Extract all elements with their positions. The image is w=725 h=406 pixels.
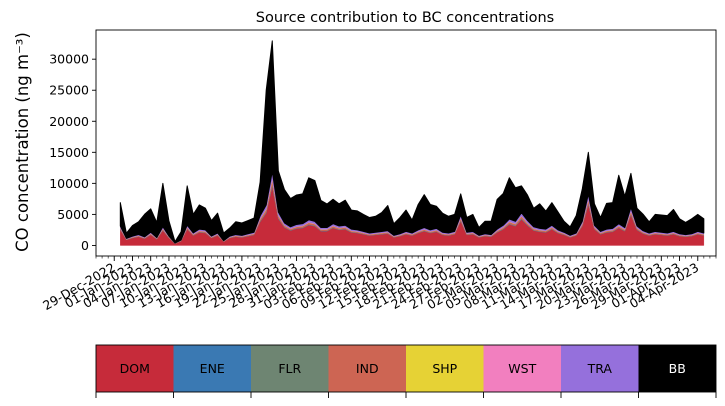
legend-swatch-ene xyxy=(173,345,251,392)
legend-label-tra: TRA xyxy=(587,361,613,376)
legend-label-wst: WST xyxy=(508,361,536,376)
y-tick-label: 25000 xyxy=(49,83,89,98)
legend-label-ind: IND xyxy=(356,361,379,376)
y-axis-label: CO concentration (ng m⁻³) xyxy=(13,32,32,252)
y-tick-label: 20000 xyxy=(49,114,89,129)
y-tick-label: 15000 xyxy=(49,145,89,160)
area-bb xyxy=(119,40,705,244)
legend-label-shp: SHP xyxy=(432,361,457,376)
legend-label-dom: DOM xyxy=(120,361,150,376)
legend-swatch-ind xyxy=(328,345,406,392)
legend-swatch-tra xyxy=(561,345,639,392)
legend-swatch-flr xyxy=(251,345,329,392)
legend: DOM ENE FLR IND SHP WST TRA BB xyxy=(95,344,717,398)
legend-frame xyxy=(95,344,717,393)
chart-title: Source contribution to BC concentrations xyxy=(256,10,554,26)
legend-swatch-wst xyxy=(483,345,561,392)
legend-swatch-dom xyxy=(96,345,174,392)
y-tick-label: 30000 xyxy=(49,52,89,67)
stacked-areas xyxy=(119,40,705,246)
legend-swatch-bb xyxy=(638,345,716,392)
y-tick-label: 0 xyxy=(81,238,89,253)
legend-label-flr: FLR xyxy=(278,361,301,376)
legend-label-bb: BB xyxy=(669,361,686,376)
axes: 05000100001500020000250003000029-Dec-202… xyxy=(40,29,717,313)
legend-swatch-shp xyxy=(406,345,484,392)
y-tick-label: 5000 xyxy=(57,207,89,222)
legend-label-ene: ENE xyxy=(200,361,225,376)
y-tick-label: 10000 xyxy=(49,176,89,191)
